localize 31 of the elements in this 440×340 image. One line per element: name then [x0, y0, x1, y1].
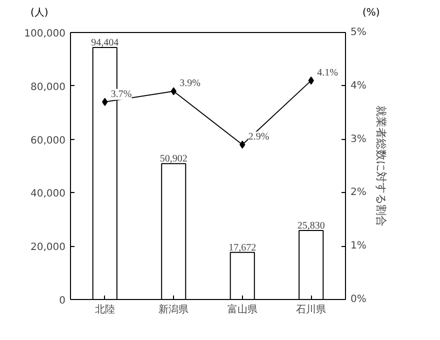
y-tick-label: 60,000	[30, 135, 66, 146]
data-label: 2.9%	[248, 132, 270, 143]
x-tick-label: 新潟県	[158, 304, 189, 316]
x-tick-label: 北陸	[94, 304, 115, 316]
y2-axis-title: 就業者総数に対する割合	[374, 106, 388, 226]
data-label: 17,672	[228, 242, 256, 254]
point	[240, 140, 246, 149]
y2-tick-label: 1%	[350, 240, 366, 252]
y2-tick-label: 4%	[350, 80, 366, 92]
data-label: 50,902	[160, 154, 188, 165]
point	[170, 87, 176, 96]
data-label: 94,404	[91, 37, 119, 48]
y-tick-label: 80,000	[30, 82, 66, 93]
y-axis-title: (人)	[30, 8, 48, 18]
y2-tick-label: 0%	[350, 294, 366, 305]
text: (%)	[362, 8, 380, 18]
y2-tick-label: 3%	[350, 134, 366, 145]
data-label: 3.9%	[180, 78, 200, 90]
y2-tick-label: 5%	[350, 27, 366, 38]
y-tick-label: 100,000	[24, 28, 66, 40]
y-tick-label: 0	[59, 296, 66, 306]
x-tick-label: 富山県	[227, 304, 258, 316]
y-tick-label: 20,000	[30, 242, 66, 254]
data-label: 4.1%	[317, 68, 338, 79]
y2-tick-label: 2%	[350, 187, 366, 198]
point	[308, 76, 314, 85]
data-label: 3.7%	[110, 88, 132, 100]
point	[102, 98, 108, 106]
y-tick-label: 40,000	[30, 188, 66, 200]
x-tick-label: 石川県	[296, 304, 326, 316]
data-label: 25,830	[297, 220, 325, 232]
